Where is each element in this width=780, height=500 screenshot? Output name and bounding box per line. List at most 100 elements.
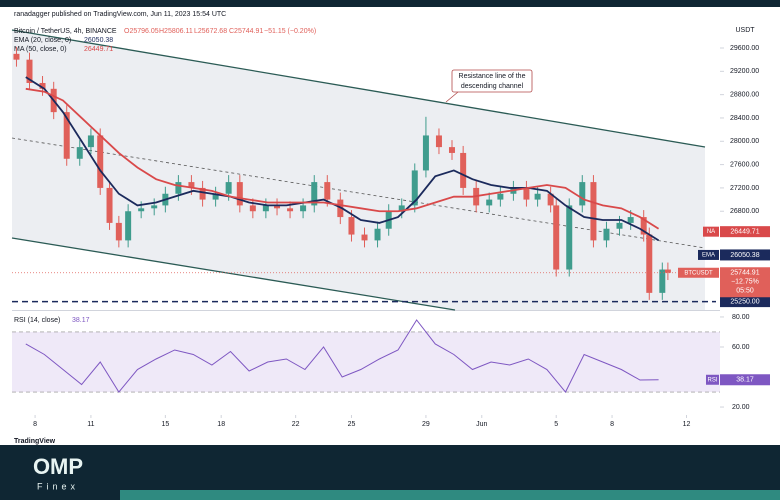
- y-tick-label: 26800.00: [730, 208, 759, 215]
- candle-body: [236, 182, 243, 206]
- price-badge: [720, 249, 770, 261]
- candle-body: [460, 152, 467, 188]
- candle-body: [616, 222, 623, 229]
- candle-body: [225, 182, 232, 194]
- price-badge: [720, 267, 770, 298]
- channel-lower: [11, 237, 456, 311]
- x-tick-label: Jun: [476, 421, 487, 428]
- ohlc-value: H25806.11: [159, 28, 193, 35]
- x-tick-label: 5: [554, 421, 558, 428]
- candle-body: [627, 217, 634, 223]
- ohlc-value: L25672.68: [194, 28, 227, 35]
- candle-body: [448, 147, 455, 153]
- x-tick-label: 12: [683, 421, 691, 428]
- channel-fill: [12, 30, 705, 310]
- y-tick-label: 28400.00: [730, 115, 759, 122]
- candle-body: [13, 53, 20, 60]
- candle-body: [553, 205, 560, 270]
- y-tick-label: 20.00: [732, 404, 750, 411]
- candle-body: [212, 193, 219, 200]
- overlay-last: 26050.38: [84, 37, 113, 44]
- candle-body: [646, 234, 653, 293]
- badge-value: 26449.71: [730, 229, 759, 236]
- x-tick-label: 18: [217, 421, 225, 428]
- candle-body: [348, 217, 355, 235]
- candle-body: [249, 205, 256, 212]
- pane-divider: [12, 310, 720, 311]
- footer-bar: [120, 490, 780, 500]
- candle-body: [106, 187, 113, 223]
- overlay-last: 26449.71: [84, 46, 113, 53]
- candle-body: [361, 234, 368, 241]
- candle-body: [26, 59, 33, 83]
- candle-body: [311, 182, 318, 206]
- badge-tag-bg: [678, 267, 719, 278]
- badge-tag: RSI: [707, 377, 717, 383]
- channel-upper: [11, 29, 706, 148]
- candle-body: [534, 193, 541, 200]
- y-tick-label: 28800.00: [730, 91, 759, 98]
- candle-body: [659, 269, 666, 293]
- candle-body: [398, 205, 405, 212]
- x-tick-label: 22: [292, 421, 300, 428]
- candle-body: [324, 182, 331, 200]
- candle-body: [411, 170, 418, 206]
- candle-body: [603, 228, 610, 241]
- candle-body: [274, 205, 281, 209]
- candle-body: [125, 211, 132, 241]
- y-tick-label: 29600.00: [730, 45, 759, 52]
- candle-body: [435, 135, 442, 148]
- candle-body: [374, 228, 381, 241]
- overlay-line: [25, 76, 660, 242]
- badge-value: 25744.91: [730, 270, 759, 277]
- candle-body: [199, 187, 206, 200]
- x-tick-label: 15: [161, 421, 169, 428]
- candle-body: [97, 135, 104, 188]
- rsi-line: [25, 319, 659, 393]
- brand-name: OMP: [33, 454, 83, 479]
- x-tick-label: 25: [348, 421, 356, 428]
- candle-body: [523, 187, 530, 200]
- candle-body: [151, 205, 158, 209]
- candle-body: [566, 205, 573, 270]
- chart-title: Bitcoin / TetherUS, 4h, BINANCE: [14, 28, 117, 35]
- candle-body: [115, 222, 122, 241]
- badge-tag: BTCUSDT: [684, 270, 713, 276]
- badge-tag: EMA: [702, 253, 715, 259]
- x-tick-label: 8: [610, 421, 614, 428]
- candle-body: [175, 182, 182, 194]
- annotation: descending channel: [461, 83, 524, 90]
- annotation-pointer: [445, 91, 459, 103]
- candle-body: [590, 182, 597, 241]
- y-tick-label: 27600.00: [730, 161, 759, 168]
- rsi-badge-value: 38.17: [736, 377, 754, 384]
- badge-tag-bg: [703, 226, 719, 237]
- rsi-title: RSI (14, close): [14, 317, 60, 324]
- overlay-legend: EMA (20, close, 0): [14, 37, 71, 44]
- badge-tag-bg: [706, 374, 719, 385]
- annotation: Resistance line of the: [459, 73, 526, 80]
- brand-sub: Finex: [37, 481, 79, 491]
- candle-body: [76, 147, 83, 159]
- watermark: TradingView: [14, 438, 56, 445]
- rsi-band: [12, 331, 720, 393]
- ohlc-value: O25796.05: [124, 28, 159, 35]
- candle-body: [188, 182, 195, 188]
- candle-body: [486, 199, 493, 206]
- overlay-legend: MA (50, close, 0): [14, 46, 67, 53]
- support-badge: [720, 296, 770, 308]
- y-tick-label: 28000.00: [730, 138, 759, 145]
- badge-value: 26050.38: [730, 252, 759, 259]
- candle-body: [262, 205, 269, 212]
- candle-body: [547, 193, 554, 206]
- candle-body: [63, 112, 70, 159]
- ohlc-value: −51.15 (−0.20%): [264, 28, 316, 35]
- candle-body: [422, 135, 429, 171]
- ohlc-value: C25744.91: [229, 28, 263, 35]
- channel-mid: [11, 137, 706, 249]
- candle-body: [300, 205, 307, 212]
- candle-body: [664, 269, 671, 273]
- x-tick-label: 29: [422, 421, 430, 428]
